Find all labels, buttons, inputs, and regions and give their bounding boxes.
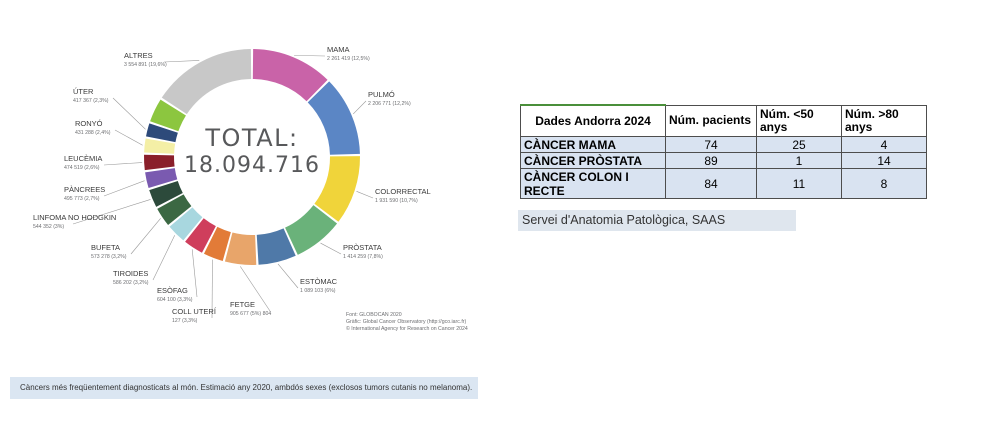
slice-label: FETGE xyxy=(230,300,255,309)
leader-line xyxy=(240,266,271,312)
chart-caption: Càncers més freqüentement diagnosticats … xyxy=(10,377,478,399)
slice-label: TIROIDES xyxy=(113,269,148,278)
slice-fetge xyxy=(224,232,257,265)
leader-line xyxy=(112,97,146,130)
slice-label: PÀNCREES xyxy=(64,185,105,194)
slice-label: PRÒSTATA xyxy=(343,243,382,252)
credit-line: © International Agency for Research on C… xyxy=(346,326,468,332)
slice-prostata xyxy=(285,205,338,255)
slice-altres-accent xyxy=(150,99,186,132)
table-header-cell: Núm. >80 anys xyxy=(841,104,927,137)
slice-label: COLORRECTAL xyxy=(375,187,431,196)
slice-label: ALTRES xyxy=(124,51,153,60)
table-cell: CÀNCER COLON I RECTE xyxy=(520,168,666,199)
leader-line xyxy=(103,180,145,197)
table-row: CÀNCER COLON I RECTE 84 11 8 xyxy=(520,168,927,199)
table-cell: 84 xyxy=(665,168,757,199)
table-header-row: Dades Andorra 2024 Núm. pacients Núm. <5… xyxy=(520,104,927,137)
table-cell: CÀNCER PRÒSTATA xyxy=(520,152,666,169)
slice-value-label: 3 554 891 (19,6%) xyxy=(124,62,167,68)
leader-line xyxy=(72,199,151,225)
table-cell: CÀNCER MAMA xyxy=(520,136,666,153)
slice-value-label: 1 414 259 (7,8%) xyxy=(343,254,383,260)
slice-label: ÚTER xyxy=(73,87,94,96)
slice-label: COLL UTERÍ xyxy=(172,307,217,316)
slice-uter xyxy=(145,123,178,143)
slice-pulmo xyxy=(307,81,360,155)
slice-value-label: 573 278 (3,2%) xyxy=(91,254,127,260)
table-cell: 8 xyxy=(841,168,927,199)
slice-label: ESTÒMAC xyxy=(300,277,338,286)
leader-line xyxy=(277,263,299,289)
slice-linfoma-no-hodgkin xyxy=(149,180,183,207)
table-cell: 74 xyxy=(665,136,757,153)
leader-line xyxy=(152,235,175,281)
slice-label: ESÒFAG xyxy=(157,286,188,295)
slice-value-label: 474 519 (2,6%) xyxy=(64,165,100,171)
slice-value-label: 905 677 (5%) 804 xyxy=(230,311,271,317)
table-row: CÀNCER MAMA 74 25 4 xyxy=(520,136,927,153)
slice-tiroides xyxy=(169,207,203,241)
slice-value-label: 2 261 419 (12,5%) xyxy=(327,56,370,62)
slice-bufeta xyxy=(157,194,192,225)
table-cell: 11 xyxy=(756,168,842,199)
chart-credits: Font: GLOBOCAN 2020 Gràfic: Global Cance… xyxy=(346,312,496,333)
slice-label: PULMÓ xyxy=(368,90,395,99)
slice-esofag xyxy=(185,218,216,253)
leader-line xyxy=(103,162,143,166)
table-cell: 25 xyxy=(756,136,842,153)
slice-label: BUFETA xyxy=(91,243,120,252)
slice-value-label: 544 352 (3%) xyxy=(33,224,64,230)
slice-value-label: 495 773 (2,7%) xyxy=(64,196,100,202)
slice-ronyo xyxy=(144,138,176,154)
slice-value-label: 127 (3,3%) xyxy=(172,318,198,324)
slice-estomac xyxy=(256,228,296,265)
slice-altres xyxy=(161,49,252,115)
slice-value-label: 417 367 (2,3%) xyxy=(73,98,109,104)
leader-line xyxy=(130,218,161,255)
slice-label: RONYÓ xyxy=(75,119,103,128)
leader-line xyxy=(353,100,367,115)
table-cell: 89 xyxy=(665,152,757,169)
slice-value-label: 604 100 (3,3%) xyxy=(157,297,193,303)
donut-chart: MAMA 2 261 419 (12,5%) PULMÓ 2 206 771 (12,… xyxy=(33,45,431,324)
slice-label: LINFOMA NO HODGKIN xyxy=(33,213,116,222)
leader-line xyxy=(320,242,342,255)
leader-line xyxy=(191,249,198,298)
slice-value-label: 2 206 771 (12,2%) xyxy=(368,101,411,107)
slice-colorrectal xyxy=(314,156,360,222)
slice-value-label: 1 931 590 (10,7%) xyxy=(375,198,418,204)
slice-value-label: 1 089 103 (6%) xyxy=(300,288,336,294)
table-header-cell: Núm. <50 anys xyxy=(756,104,842,137)
leader-line xyxy=(163,60,200,63)
slice-mama xyxy=(252,49,328,102)
slice-value-label: 431 288 (2,4%) xyxy=(75,130,111,136)
table-header-cell: Dades Andorra 2024 xyxy=(520,104,666,137)
center-total-value: 18.094.716 xyxy=(184,153,320,178)
slice-value-label: 586 202 (3,2%) xyxy=(113,280,149,286)
slice-label: LEUCÈMIA xyxy=(64,154,102,163)
table-cell: 1 xyxy=(756,152,842,169)
center-total-label: TOTAL: xyxy=(204,124,298,152)
table-cell: 14 xyxy=(841,152,927,169)
data-source-note: Servei d'Anatomia Patològica, SAAS xyxy=(518,210,796,231)
slice-coll-uteri xyxy=(203,226,231,261)
andorra-data-table: Dades Andorra 2024 Núm. pacients Núm. <5… xyxy=(520,104,927,199)
table-cell: 4 xyxy=(841,136,927,153)
slice-label: MAMA xyxy=(327,45,350,54)
slice-pancrees xyxy=(145,168,178,188)
leader-line xyxy=(356,191,374,199)
credit-line: Gràfic: Global Cancer Observatory (http:… xyxy=(346,319,467,325)
slice-leucemia xyxy=(143,154,175,171)
leader-line xyxy=(294,55,326,57)
table-header-cell: Núm. pacients xyxy=(665,104,757,137)
leader-line xyxy=(114,129,143,146)
credit-line: Font: GLOBOCAN 2020 xyxy=(346,312,402,318)
table-row: CÀNCER PRÒSTATA 89 1 14 xyxy=(520,152,927,169)
